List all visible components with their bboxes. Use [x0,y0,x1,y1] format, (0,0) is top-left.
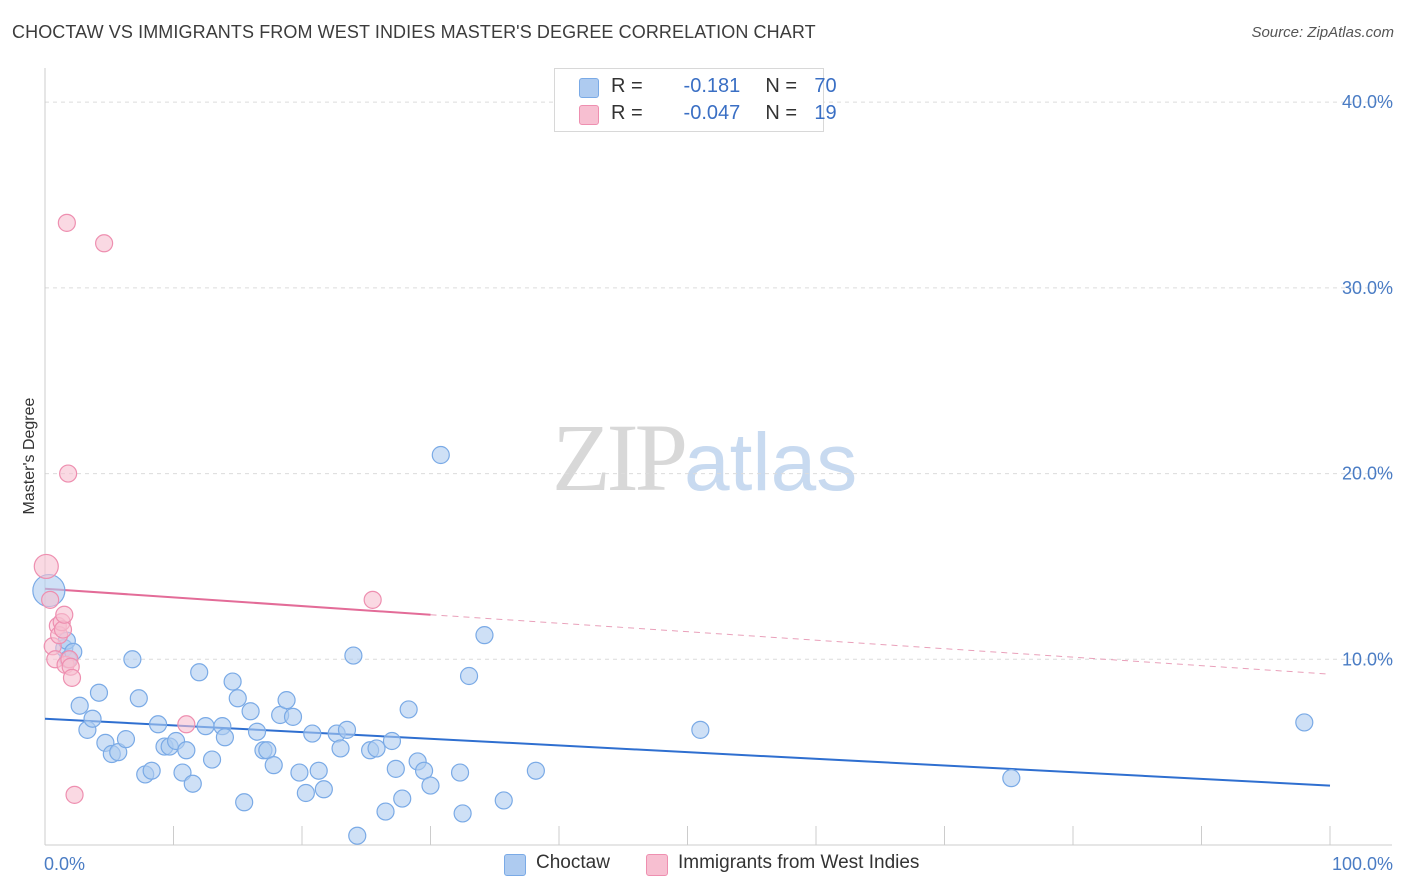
point-choctaw [123,650,142,669]
point-choctaw [348,826,367,845]
point-choctaw [129,689,148,708]
legend-n-label: N = [765,102,798,124]
point-choctaw [183,774,202,793]
point-choctaw [1295,713,1314,732]
point-choctaw [215,728,234,747]
point-choctaw [83,709,102,728]
point-choctaw [202,750,222,769]
legend-swatch-choctaw [504,854,526,876]
point-choctaw [177,741,196,760]
point-choctaw [283,707,303,726]
point-west-indies [95,234,114,253]
legend-n-label: N = [765,75,798,97]
point-choctaw [494,791,513,810]
point-choctaw [386,759,405,778]
legend-n-value: 19 [814,102,837,124]
legend-swatch-west-indies [646,854,668,876]
point-choctaw [421,776,440,795]
point-choctaw [450,763,470,782]
watermark-atlas: atlas [684,417,858,508]
point-choctaw [89,683,109,702]
point-west-indies [59,464,78,483]
point-choctaw [241,702,260,721]
legend-label-choctaw: Choctaw [536,852,610,873]
point-west-indies [62,668,82,687]
legend-r-label: R = [611,102,643,124]
point-choctaw [344,646,363,665]
point-choctaw [459,666,479,686]
point-west-indies [65,785,84,804]
chart-title: CHOCTAW VS IMMIGRANTS FROM WEST INDIES M… [12,22,816,42]
tick-labels: 10.0% 20.0% 30.0% 40.0% 0.0% 100.0% [44,92,1393,874]
grid-lines [45,101,1392,660]
point-choctaw [382,731,402,751]
point-choctaw [228,689,247,708]
point-choctaw [337,720,357,739]
point-choctaw [223,672,242,691]
point-choctaw [393,789,412,808]
point-west-indies [177,715,196,734]
correlation-legend: R = -0.181 N = 70 R = -0.047 N = 19 [554,68,837,132]
point-choctaw [367,739,386,758]
legend-swatch-west-indies [579,105,599,125]
point-choctaw [116,730,136,749]
point-west-indies [363,590,382,609]
legend-r-label: R = [611,75,643,97]
point-choctaw [196,717,215,736]
point-choctaw [399,700,418,719]
point-choctaw [142,761,161,780]
point-choctaw [431,445,450,465]
point-choctaw [70,696,89,715]
watermark-zip: ZIP [552,404,688,511]
point-choctaw [331,739,350,758]
trend-line-west-indies [44,587,431,616]
y-tick-label: 40.0% [1342,92,1393,112]
series-legend: Choctaw Immigrants from West Indies [0,852,1406,878]
point-choctaw [235,793,254,812]
point-choctaw [691,720,710,739]
point-choctaw [303,724,322,743]
point-choctaw [314,780,333,799]
legend-n-value: 70 [814,75,837,97]
point-choctaw [526,761,545,780]
legend-swatch-choctaw [579,78,599,98]
point-west-indies [55,605,74,624]
point-choctaw [296,783,315,803]
point-choctaw [173,763,192,782]
legend-label-west-indies: Immigrants from West Indies [678,852,920,873]
y-tick-label: 10.0% [1342,649,1393,669]
point-west-indies [57,213,76,232]
point-choctaw [264,756,283,775]
x-tick-label: 0.0% [44,854,85,874]
point-west-indies [41,590,60,609]
y-tick-label: 20.0% [1342,464,1393,484]
legend-r-value: -0.047 [683,102,741,124]
point-choctaw [475,626,494,645]
point-choctaw [453,804,472,823]
watermark: ZIPatlas [552,402,857,513]
source-label: Source: ZipAtlas.com [1251,24,1394,41]
x-tick-label: 100.0% [1332,854,1393,874]
point-choctaw [1002,769,1021,788]
legend-r-value: -0.181 [683,75,741,97]
axes [44,68,1392,846]
trend-line-choctaw [44,717,1331,787]
y-axis-label: Master's Degree [21,397,38,514]
point-choctaw [247,722,267,741]
point-choctaw [376,802,395,821]
point-choctaw [148,715,168,734]
point-choctaw [190,663,209,682]
point-choctaw [290,763,309,782]
point-west-indies [33,553,59,580]
trend-line-west-indies-extension [430,614,1331,675]
y-tick-label: 30.0% [1342,278,1393,298]
data-points [32,213,1314,845]
point-choctaw [277,691,296,710]
point-choctaw [309,761,328,780]
